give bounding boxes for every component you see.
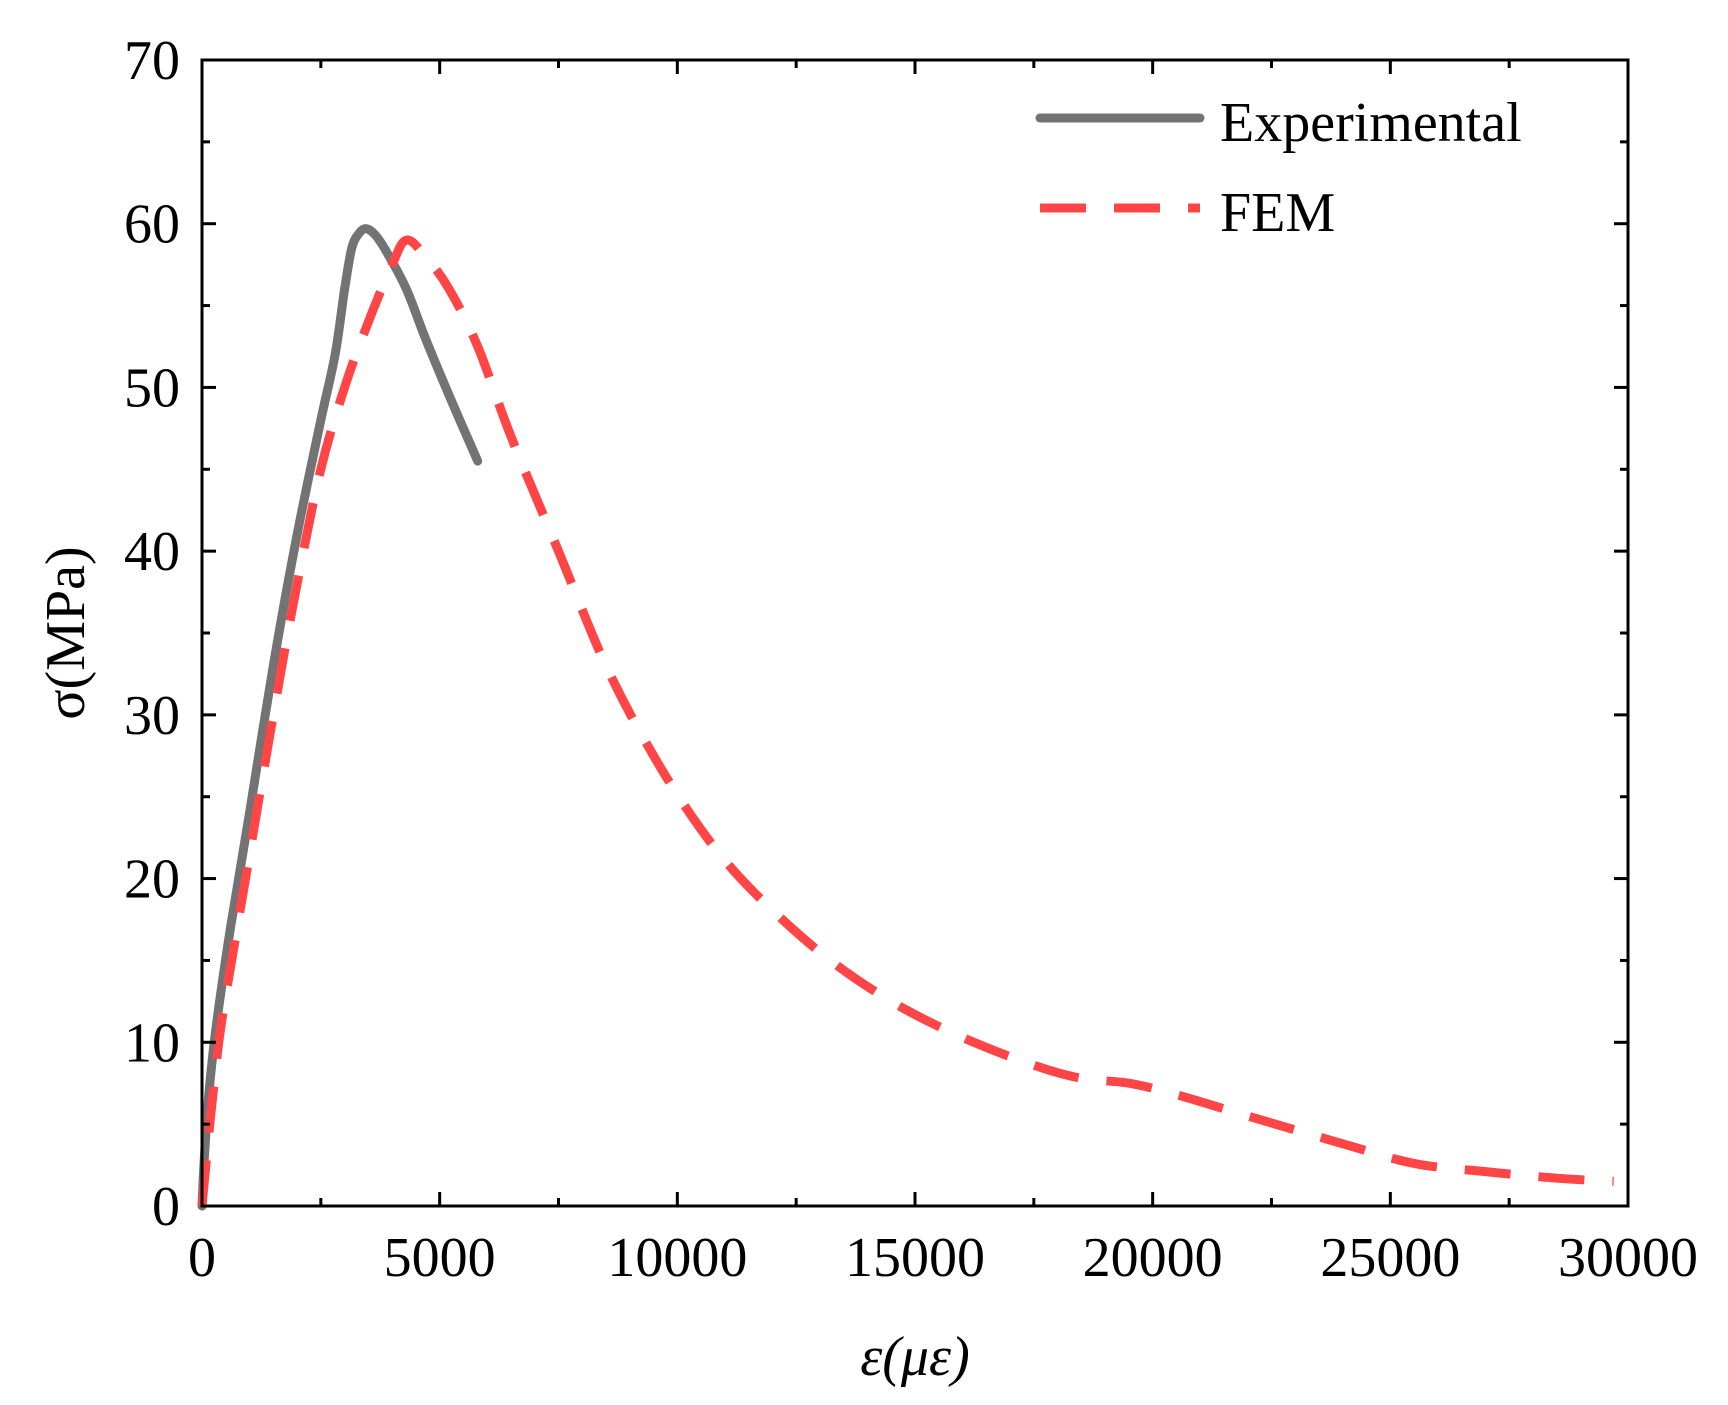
- y-tick-label: 70: [124, 30, 180, 92]
- y-tick-label: 20: [124, 849, 180, 911]
- ticks-layer: 0 5000 10000 15000 20000 25000 30000 0 10 20 30 40 5…: [124, 30, 1698, 1289]
- y-tick-label: 0: [152, 1176, 180, 1238]
- x-tick-label: 30000: [1558, 1227, 1698, 1289]
- x-axis-title: ε(με): [860, 1326, 970, 1388]
- y-tick-label: 40: [124, 521, 180, 583]
- x-tick-label: 10000: [607, 1227, 747, 1289]
- legend-label-fem: FEM: [1220, 182, 1335, 244]
- legend: Experimental FEM: [1035, 92, 1522, 244]
- x-tick-label: 20000: [1083, 1227, 1223, 1289]
- y-tick-label: 60: [124, 194, 180, 256]
- x-tick-label: 0: [188, 1227, 216, 1289]
- x-tick-label: 25000: [1320, 1227, 1460, 1289]
- x-tick-label: 15000: [845, 1227, 985, 1289]
- y-tick-label: 10: [124, 1012, 180, 1074]
- x-tick-label: 5000: [384, 1227, 496, 1289]
- series-layer: [197, 224, 1614, 1211]
- series-line-fem: [197, 235, 1614, 1207]
- series-line-experimental: [197, 224, 483, 1211]
- y-tick-label: 50: [124, 357, 180, 419]
- legend-label-experimental: Experimental: [1220, 92, 1522, 154]
- y-tick-label: 30: [124, 685, 180, 747]
- plot-frame: [200, 58, 1630, 1208]
- y-axis-title: σ(MPa): [35, 546, 97, 719]
